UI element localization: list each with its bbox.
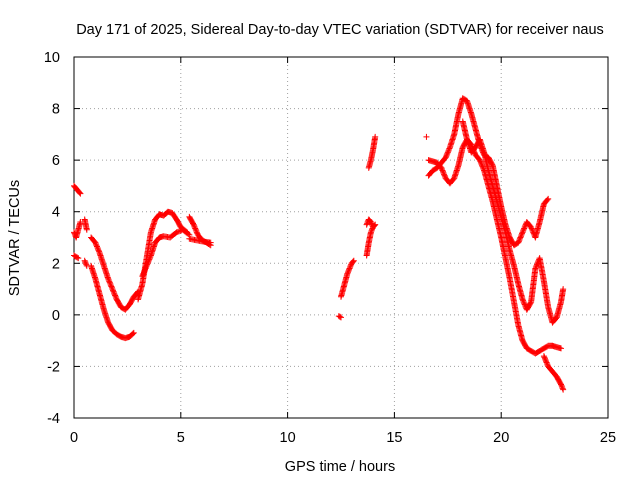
data-series-g4 (540, 353, 567, 393)
y-axis-label: SDTVAR / TECUs (7, 180, 23, 296)
data-series-g2 (425, 136, 565, 357)
y-tick-label: 0 (52, 308, 60, 324)
x-tick-label: 5 (177, 430, 185, 446)
y-tick-label: 2 (52, 256, 60, 272)
data-series-c1 (88, 234, 142, 313)
x-tick-label: 25 (600, 430, 616, 446)
data-series-d4 (186, 235, 214, 246)
data-series-a2 (71, 219, 84, 241)
x-tick-label: 10 (280, 430, 296, 446)
data-series-e1 (335, 313, 344, 321)
x-tick-label: 15 (386, 430, 402, 446)
y-tick-label: -4 (47, 411, 60, 427)
y-tick-label: 10 (44, 50, 60, 66)
data-series-d1 (135, 208, 191, 303)
data-series-e2 (338, 257, 357, 300)
y-tick-label: 8 (52, 102, 60, 118)
data-series-c2 (88, 262, 137, 342)
data-series-a1 (71, 182, 84, 197)
plot-frame (73, 56, 609, 419)
data-series-f3 (365, 133, 379, 171)
data-series-b1 (81, 216, 90, 233)
x-axis-label: GPS time / hours (285, 459, 395, 475)
data-series-a3 (71, 252, 82, 262)
data-series-f2 (363, 216, 377, 231)
data-series-g1 (425, 95, 552, 249)
data-series-g3 (459, 118, 567, 326)
y-tick-label: 6 (52, 153, 60, 169)
data-series-g0 (423, 133, 430, 140)
y-tick-label: -2 (47, 359, 60, 375)
grid (74, 57, 608, 418)
axis-ticks: 0 5 10 15 20 25 -4 -2 0 2 4 6 8 10 (44, 50, 616, 446)
data-series-d2 (139, 226, 193, 280)
chart-title: Day 171 of 2025, Sidereal Day-to-day VTE… (76, 22, 604, 38)
y-tick-label: 4 (52, 205, 60, 221)
data-points (71, 95, 567, 393)
x-tick-label: 0 (70, 430, 78, 446)
x-tick-label: 20 (493, 430, 509, 446)
